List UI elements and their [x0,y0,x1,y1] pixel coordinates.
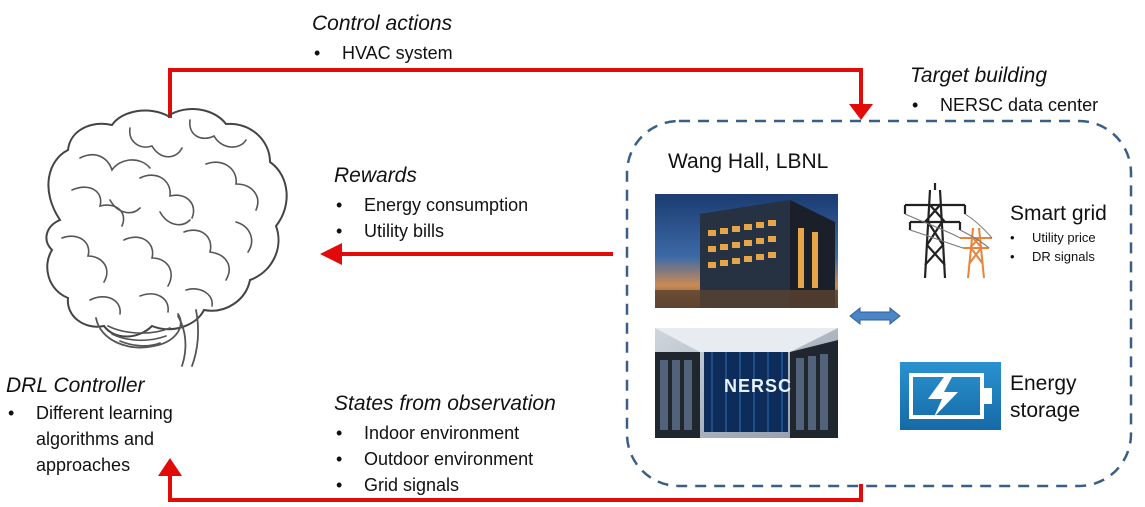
brain-icon [45,108,288,367]
rewards-heading: Rewards [334,164,417,187]
target-building-list: NERSC data center [910,92,1098,118]
list-item: DR signals [1010,247,1107,266]
building-boundary [625,119,1133,488]
smart-grid-block: Smart grid Utility price DR signals [1010,202,1107,266]
list-item: HVAC system [312,40,453,66]
building-title: Wang Hall, LBNL [668,150,829,173]
double-arrow-icon [849,306,901,326]
list-item: Grid signals [334,472,556,498]
supercomputer-label: NERSC [724,376,793,396]
target-building-block: Target building NERSC data center [910,64,1098,118]
rewards-arrowhead [320,243,342,265]
transmission-tower-icon [903,183,967,279]
data-center-image [655,328,838,438]
states-heading: States from observation [334,392,556,415]
list-item: Utility price [1010,228,1107,247]
list-item: NERSC data center [910,92,1098,118]
power-line-icon [904,213,993,249]
control-arrowhead [849,104,873,120]
rewards-block: Rewards Energy consumption Utility bills [334,164,528,244]
drl-controller-list: Different learning algorithms and approa… [6,400,206,478]
list-item: Indoor environment [334,420,556,446]
small-tower-icon [960,227,992,279]
battery-icon [900,362,1001,430]
states-arrow [168,472,863,502]
rewards-list: Energy consumption Utility bills [334,192,528,244]
control-actions-block: Control actions HVAC system [312,12,453,66]
target-building-heading: Target building [910,64,1047,87]
list-item: Different learning algorithms and approa… [6,400,206,478]
drl-controller-heading: DRL Controller [6,374,145,397]
control-actions-heading: Control actions [312,12,453,35]
control-arrow [168,68,863,118]
smart-grid-title: Smart grid [1010,202,1107,225]
list-item: Utility bills [334,218,528,244]
control-actions-list: HVAC system [312,40,453,66]
list-item: Outdoor environment [334,446,556,472]
smart-grid-list: Utility price DR signals [1010,228,1107,266]
states-list: Indoor environment Outdoor environment G… [334,420,556,498]
drl-controller-block: DRL Controller Different learning algori… [6,374,206,478]
states-block: States from observation Indoor environme… [334,392,556,498]
building-exterior-image [655,194,838,308]
list-item: Energy consumption [334,192,528,218]
energy-storage-title: Energy storage [1010,372,1081,422]
